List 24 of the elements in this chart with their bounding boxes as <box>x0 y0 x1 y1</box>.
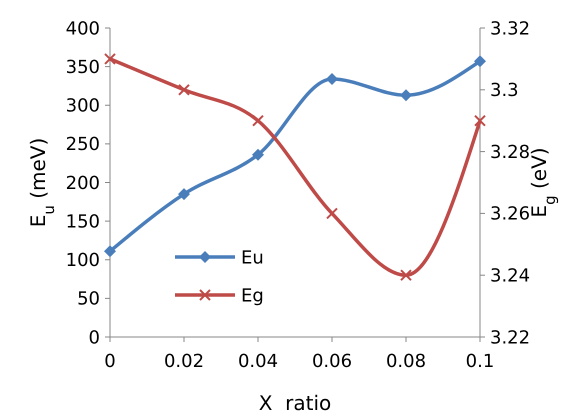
x-tick-label: 0.06 <box>312 351 352 372</box>
y2-tick-label: 3.26 <box>490 204 530 225</box>
legend-label: Eg <box>241 285 264 306</box>
x-tick-label: 0.1 <box>466 351 494 372</box>
y-tick-label: 400 <box>66 18 100 40</box>
x-tick-label: 0 <box>104 351 116 372</box>
y-tick-label: 50 <box>77 288 100 310</box>
y2-tick-label: 3.32 <box>490 18 530 40</box>
y-tick-label: 200 <box>66 172 100 194</box>
y2-tick-label: 3.22 <box>490 327 530 348</box>
x-tick-label: 0.02 <box>164 351 204 372</box>
y2-tick-label: 3.28 <box>490 142 530 163</box>
x-tick-label: 0.08 <box>386 351 426 372</box>
y-tick-label: 300 <box>66 96 100 117</box>
y2-tick-label: 3.3 <box>490 80 519 102</box>
legend-label: Eu <box>241 247 264 268</box>
y-tick-label: 100 <box>66 250 100 272</box>
y-tick-label: 0 <box>88 327 100 348</box>
x-axis-title: X ratio <box>258 391 332 415</box>
y-tick-label: 150 <box>66 211 100 232</box>
y2-tick-label: 3.24 <box>490 266 530 286</box>
x-tick-label: 0.04 <box>238 351 278 372</box>
y-tick-label: 250 <box>66 134 100 156</box>
y-tick-label: 350 <box>66 56 100 78</box>
